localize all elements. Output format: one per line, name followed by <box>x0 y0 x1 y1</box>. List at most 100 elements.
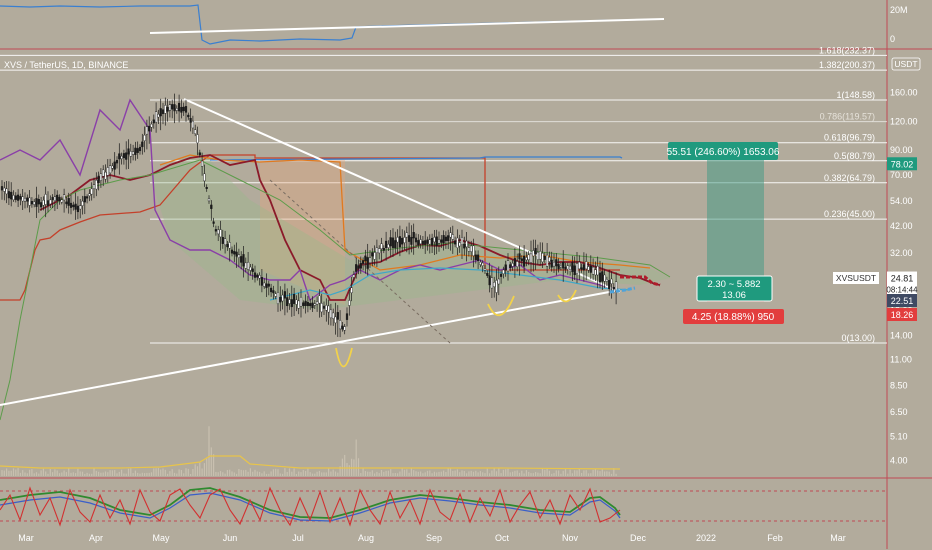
candle-body <box>228 242 231 249</box>
candle-body <box>592 266 595 275</box>
candle-body <box>403 237 406 243</box>
candle-body <box>479 261 482 265</box>
candle-body <box>95 180 98 190</box>
price-tag-label: 24.81 <box>891 274 914 284</box>
candle-body <box>389 237 392 247</box>
candle-body <box>76 205 79 213</box>
candle-body <box>428 239 431 245</box>
candle-body <box>371 252 374 257</box>
candle-body <box>410 236 413 245</box>
candle-body <box>233 251 236 255</box>
candle-body <box>99 173 102 181</box>
price-tick-label: 5.10 <box>890 431 908 441</box>
candle-body <box>168 104 171 111</box>
candle-body <box>253 272 257 278</box>
candle-body <box>440 239 443 243</box>
candle-body <box>451 234 454 240</box>
candle-body <box>357 265 360 269</box>
candle-body <box>447 235 450 242</box>
symbol-label: XVSUSDT <box>836 273 876 283</box>
candle-body <box>343 326 346 331</box>
candle-body <box>318 295 321 304</box>
candle-body <box>385 240 388 248</box>
candle-body <box>127 148 130 155</box>
candle-body <box>263 282 266 287</box>
candle-body <box>203 173 206 182</box>
candle-body <box>306 302 309 307</box>
candle-body <box>10 191 13 200</box>
candle-body <box>33 201 36 205</box>
candle-body <box>7 191 10 199</box>
candle-body <box>513 258 516 266</box>
candle-body <box>541 253 544 263</box>
candle-body <box>88 193 91 197</box>
candle-body <box>249 266 252 271</box>
triangle-bottom-line <box>0 289 621 406</box>
red-forecast <box>620 275 661 287</box>
candle-body <box>265 283 268 289</box>
candle-body <box>297 300 300 309</box>
candle-body <box>470 245 473 252</box>
candle-body <box>477 254 480 261</box>
candle-body <box>152 119 155 124</box>
shaded-regions <box>150 150 764 310</box>
yellow-cup-3 <box>557 289 577 303</box>
candle-body <box>196 134 199 144</box>
fib-label: 0.5(80.79) <box>834 151 875 161</box>
candle-body <box>495 280 498 293</box>
candle-body <box>594 269 597 276</box>
candle-body <box>240 256 243 263</box>
candle-body <box>304 300 307 306</box>
candle-body <box>35 198 38 207</box>
candle-body <box>180 107 183 113</box>
candle-body <box>375 247 378 253</box>
candle-body <box>118 153 121 160</box>
candle-body <box>106 167 109 176</box>
candle-body <box>320 303 323 313</box>
candle-body <box>486 273 489 276</box>
candle-body <box>520 258 523 261</box>
candle-body <box>398 236 401 248</box>
candle-body <box>608 280 611 289</box>
top-indicator-line <box>0 4 621 45</box>
candle-body <box>0 186 4 191</box>
ratio-label-bg <box>696 275 773 302</box>
candle-body <box>562 261 565 269</box>
candle-body <box>424 240 427 245</box>
price-tick-label: 14.00 <box>890 331 913 341</box>
candle-body <box>408 235 411 242</box>
candle-body <box>322 305 326 309</box>
candle-body <box>79 205 82 210</box>
forecast-tail <box>609 275 661 294</box>
yellow-cup-1 <box>335 347 353 368</box>
candle-body <box>295 299 298 305</box>
fib-label: 1.382(200.37) <box>819 60 875 70</box>
candle-body <box>85 196 89 199</box>
candle-body <box>311 302 314 309</box>
time-tick-label: May <box>152 533 170 543</box>
candle-body <box>63 194 66 201</box>
candle-body <box>288 299 291 304</box>
price-tick-label: 6.50 <box>890 407 908 417</box>
fib-label: 0.236(45.00) <box>824 209 875 219</box>
time-tick-label: Mar <box>830 533 846 543</box>
candle-body <box>362 260 365 264</box>
candle-body <box>182 106 185 112</box>
candle-body <box>56 194 59 201</box>
volume-ma <box>0 455 621 470</box>
price-tick-label: 42.00 <box>890 221 913 231</box>
candle-body <box>136 148 139 153</box>
candles <box>0 93 618 338</box>
candle-body <box>145 126 148 135</box>
candle-body <box>460 237 464 245</box>
candle-body <box>302 302 305 307</box>
candle-body <box>368 257 372 264</box>
candle-body <box>184 106 188 113</box>
candle-body <box>113 161 116 170</box>
candle-body <box>359 262 362 269</box>
usdt-label: USDT <box>894 59 917 69</box>
time-tick-label: Oct <box>495 533 510 543</box>
candle-body <box>341 325 344 330</box>
price-tag-label: 78.02 <box>891 159 914 169</box>
candle-body <box>396 237 399 243</box>
